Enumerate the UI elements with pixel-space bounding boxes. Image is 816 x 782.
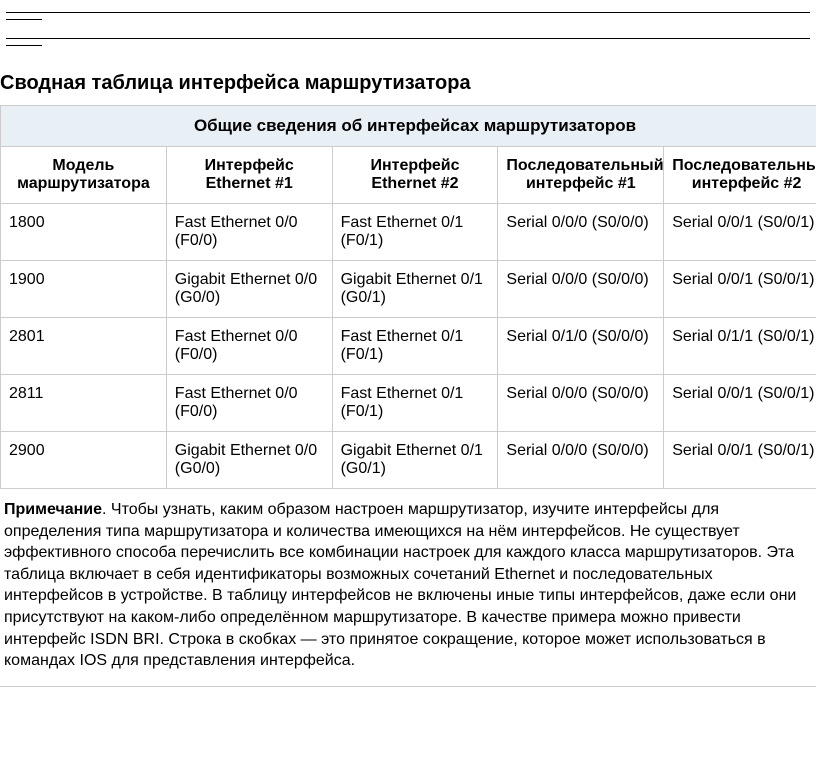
cell-model: 2801 xyxy=(1,318,167,375)
router-interface-table: Общие сведения об интерфейсах маршрутиза… xyxy=(0,105,816,489)
table-row: 2801 Fast Ethernet 0/0 (F0/0) Fast Ether… xyxy=(1,318,816,375)
page: Сводная таблица интерфейса маршрутизатор… xyxy=(0,0,816,687)
cell-model: 2900 xyxy=(1,432,167,489)
cell-eth2: Gigabit Ethernet 0/1 (G0/1) xyxy=(332,261,498,318)
table-row: 2900 Gigabit Ethernet 0/0 (G0/0) Gigabit… xyxy=(1,432,816,489)
cell-eth1: Fast Ethernet 0/0 (F0/0) xyxy=(166,375,332,432)
cell-eth1: Gigabit Ethernet 0/0 (G0/0) xyxy=(166,432,332,489)
cell-ser1: Serial 0/0/0 (S0/0/0) xyxy=(498,261,664,318)
col-header-eth2: Интерфейс Ethernet #2 xyxy=(332,147,498,204)
cell-eth2: Fast Ethernet 0/1 (F0/1) xyxy=(332,375,498,432)
table-body: 1800 Fast Ethernet 0/0 (F0/0) Fast Ether… xyxy=(1,204,816,489)
table-row: 2811 Fast Ethernet 0/0 (F0/0) Fast Ether… xyxy=(1,375,816,432)
col-header-model: Модель маршрутизатора xyxy=(1,147,167,204)
cell-model: 1900 xyxy=(1,261,167,318)
cell-model: 2811 xyxy=(1,375,167,432)
cell-eth1: Fast Ethernet 0/0 (F0/0) xyxy=(166,204,332,261)
table-row: 1800 Fast Ethernet 0/0 (F0/0) Fast Ether… xyxy=(1,204,816,261)
blank-line-tail xyxy=(6,19,42,20)
blank-line-tail xyxy=(6,45,42,46)
blank-lines-area xyxy=(0,0,816,68)
col-header-eth1: Интерфейс Ethernet #1 xyxy=(166,147,332,204)
cell-ser2: Serial 0/0/1 (S0/0/1) xyxy=(664,375,816,432)
cell-eth1: Gigabit Ethernet 0/0 (G0/0) xyxy=(166,261,332,318)
cell-ser2: Serial 0/0/1 (S0/0/1) xyxy=(664,432,816,489)
cell-ser1: Serial 0/0/0 (S0/0/0) xyxy=(498,432,664,489)
blank-line xyxy=(6,12,810,13)
cell-eth2: Gigabit Ethernet 0/1 (G0/1) xyxy=(332,432,498,489)
cell-ser1: Serial 0/1/0 (S0/0/0) xyxy=(498,318,664,375)
cell-ser2: Serial 0/1/1 (S0/0/1) xyxy=(664,318,816,375)
note-text: . Чтобы узнать, каким образом настроен м… xyxy=(4,501,796,669)
cell-ser2: Serial 0/0/1 (S0/0/1) xyxy=(664,261,816,318)
note-paragraph: Примечание. Чтобы узнать, каким образом … xyxy=(0,489,816,687)
cell-ser1: Serial 0/0/0 (S0/0/0) xyxy=(498,375,664,432)
table-caption-row: Общие сведения об интерфейсах маршрутиза… xyxy=(1,106,816,147)
cell-eth2: Fast Ethernet 0/1 (F0/1) xyxy=(332,204,498,261)
cell-ser1: Serial 0/0/0 (S0/0/0) xyxy=(498,204,664,261)
cell-ser2: Serial 0/0/1 (S0/0/1) xyxy=(664,204,816,261)
col-header-ser2: Последовательный интерфейс #2 xyxy=(664,147,816,204)
cell-eth2: Fast Ethernet 0/1 (F0/1) xyxy=(332,318,498,375)
table-row: 1900 Gigabit Ethernet 0/0 (G0/0) Gigabit… xyxy=(1,261,816,318)
cell-model: 1800 xyxy=(1,204,167,261)
table-header-row: Модель маршрутизатора Интерфейс Ethernet… xyxy=(1,147,816,204)
section-heading: Сводная таблица интерфейса маршрутизатор… xyxy=(0,68,816,105)
cell-eth1: Fast Ethernet 0/0 (F0/0) xyxy=(166,318,332,375)
note-label: Примечание xyxy=(4,501,102,518)
blank-line xyxy=(6,38,810,39)
table-caption: Общие сведения об интерфейсах маршрутиза… xyxy=(1,106,816,147)
col-header-ser1: Последовательный интерфейс #1 xyxy=(498,147,664,204)
